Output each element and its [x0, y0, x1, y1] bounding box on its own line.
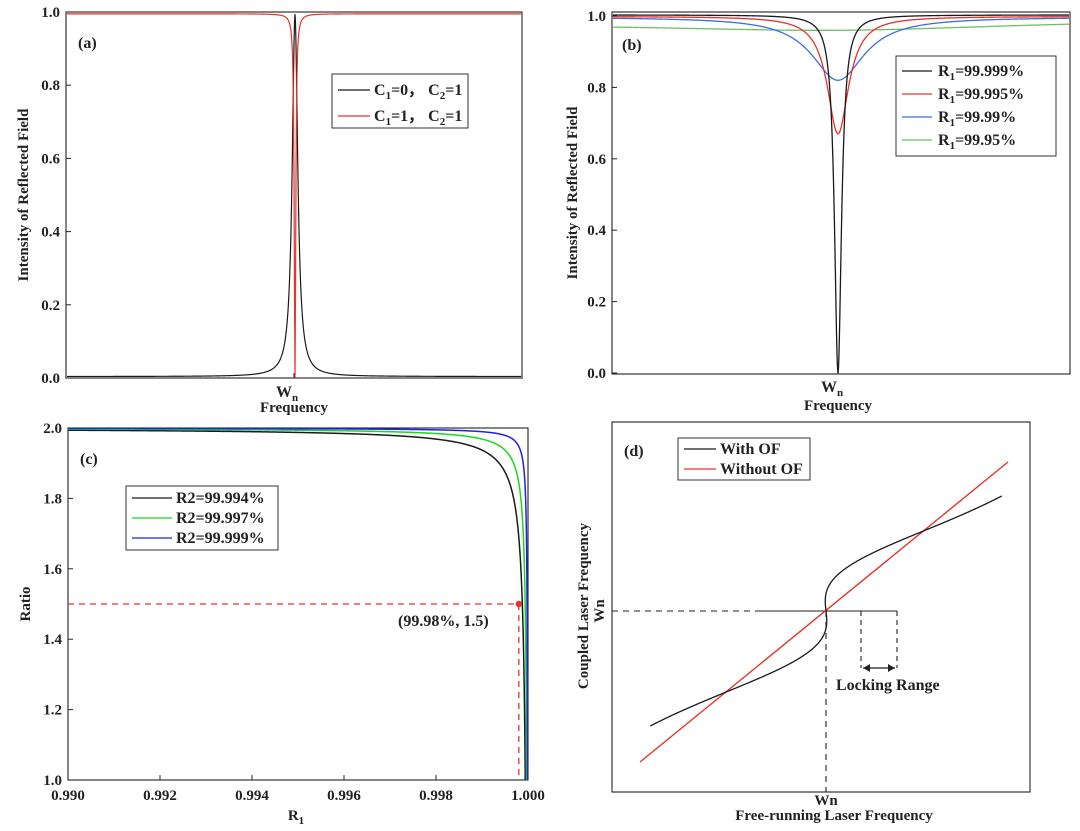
panel-b-series-2 [613, 16, 1069, 135]
panel-b-legend-box [895, 55, 1057, 157]
panel-d-curves [612, 461, 1009, 792]
panel-c-x-tick-label-4: 0.998 [419, 788, 453, 804]
panel-b-ylabel: Intensity of Reflected Field [565, 106, 581, 280]
panel-a-series-c1-0 [67, 14, 521, 378]
panel-b-legend-entry-2: R1=99.99% [938, 109, 1016, 129]
panel-b-legend-entry-0: R1=99.999% [938, 63, 1024, 83]
panel-b-y-ticks: 0.0 0.2 0.4 0.6 0.8 1.0 [587, 9, 617, 382]
panel-c-marker-label: (99.98%, 1.5) [398, 613, 489, 630]
panel-b-series-1 [612, 17, 1070, 81]
panel-d-series-without-of [639, 461, 1009, 763]
panel-a-legend: C1=0， C2=1 C1=1， C2=1 [331, 73, 469, 129]
panel-d-legend-entry-1: Without OF [720, 461, 803, 478]
panel-d-ylabel-wn: Wn [592, 599, 608, 623]
panel-d-legend: With OF Without OF [677, 437, 811, 481]
panel-c-y-tick-label-1: 1.2 [43, 703, 62, 719]
panel-c-curves [67, 427, 529, 780]
panel-c-xlabel: R1 [288, 808, 304, 827]
panel-c-ylabel: Ratio [18, 587, 34, 622]
panel-b-y-tick-label-3: 0.6 [587, 152, 606, 168]
panel-a-legend-box [331, 73, 469, 129]
panel-b-label: (b) [622, 37, 642, 54]
panel-b-series-3 [613, 14, 1069, 374]
panel-a-legend-entry-1: C1=1， C2=1 [374, 108, 462, 128]
panel-b: 0.0 0.2 0.4 0.6 0.8 1.0 Wn Frequency Intensit… [565, 9, 1071, 414]
panel-c-x-tick-label-5: 1.000 [511, 788, 545, 804]
panel-a-xlabel: Frequency [260, 400, 329, 416]
panel-a-series-c1-1 [67, 13, 521, 379]
panel-c-legend-entry-2: R2=99.999% [176, 530, 265, 547]
panel-d-legend-box [677, 437, 811, 481]
panel-c-x-tick-label-2: 0.994 [235, 788, 269, 804]
panel-c-marker-point [515, 600, 522, 608]
panel-b-y-tick-label-4: 0.8 [587, 80, 606, 96]
panel-a-y-tick-label-0: 0.0 [41, 371, 60, 387]
panel-d-frame [611, 421, 1031, 793]
panel-a-y-tick-label-3: 0.6 [41, 151, 60, 167]
panel-c-series-r2-99999 [68, 427, 529, 780]
panel-d-range-arrow-right [888, 664, 895, 672]
panel-c-ticks: 0.990 0.992 0.994 0.996 0.998 1.000 1.0 1.2 1.4 1… [43, 421, 545, 804]
panel-b-curves [612, 14, 1070, 374]
panel-d-ylabel: Coupled Laser Frequency [576, 522, 592, 689]
panel-d-range-arrow-left [863, 664, 870, 672]
panel-c-y-tick-label-0: 1.0 [43, 773, 62, 789]
panel-c-y-tick-label-5: 2.0 [43, 421, 62, 437]
panel-a-y-tick-label-4: 0.8 [41, 78, 60, 94]
panel-a-y-ticks: 0.0 0.2 0.4 0.6 0.8 1.0 [41, 5, 71, 387]
panel-c-x-tick-label-1: 0.992 [143, 788, 177, 804]
panel-a-wn-label: Wn [276, 384, 298, 404]
panel-b-y-tick-label-0: 0.0 [587, 366, 606, 382]
panel-a-ylabel: Intensity of Reflected Field [16, 108, 32, 282]
panel-c-series-r2-99994 [67, 429, 526, 780]
panel-b-y-tick-label-1: 0.2 [587, 295, 606, 311]
panel-b-xlabel: Frequency [804, 398, 873, 414]
panel-b-series-0 [612, 23, 1070, 31]
panel-c-y-tick-label-3: 1.6 [43, 562, 62, 578]
panel-c-legend: R2=99.994% R2=99.997% R2=99.999% [125, 485, 279, 551]
panel-d-locking-range-label: Locking Range [836, 677, 940, 694]
panel-c-label: (c) [80, 451, 98, 468]
panel-b-legend: R1=99.999% R1=99.995% R1=99.99% R1=99.95… [895, 55, 1057, 157]
panel-c-y-tick-label-4: 1.8 [43, 491, 62, 507]
panel-d-label: (d) [624, 443, 644, 460]
panel-b-wn-label: Wn [821, 379, 843, 399]
panel-a: 0.0 0.2 0.4 0.6 0.8 1.0 Wn Frequency Intensit… [16, 5, 523, 416]
panel-c-x-tick-label-3: 0.996 [327, 788, 361, 804]
panel-d-series-with-of [649, 495, 1003, 727]
panel-d-xlabel-wn: Wn [814, 793, 838, 809]
panel-b-y-tick-label-2: 0.4 [587, 223, 606, 239]
panel-c-legend-entry-1: R2=99.997% [176, 510, 265, 527]
panel-a-curves [67, 13, 521, 379]
panel-c-y-tick-label-2: 1.4 [43, 632, 62, 648]
panel-a-y-tick-label-1: 0.2 [41, 298, 60, 314]
panel-a-y-tick-label-5: 1.0 [41, 5, 60, 21]
panel-a-y-tick-label-2: 0.4 [41, 225, 60, 241]
panel-b-frame [611, 11, 1071, 375]
panel-d-legend-entry-0: With OF [720, 441, 781, 458]
panel-d: Coupled Laser Frequency Wn Wn Free-runni… [576, 421, 1031, 824]
panel-b-y-tick-label-5: 1.0 [587, 9, 606, 25]
panel-b-legend-entry-3: R1=99.95% [938, 132, 1016, 152]
panel-b-legend-entry-1: R1=99.995% [938, 86, 1024, 106]
panel-c-legend-entry-0: R2=99.994% [176, 490, 265, 507]
panel-d-xlabel: Free-running Laser Frequency [735, 808, 933, 824]
panel-c-x-tick-label-0: 0.990 [51, 788, 85, 804]
panel-c-series-r2-99997 [68, 428, 528, 780]
panel-c: 0.990 0.992 0.994 0.996 0.998 1.000 1.0 1.2 1.4 1… [18, 421, 545, 827]
panel-a-label: (a) [78, 35, 97, 52]
panel-a-legend-entry-0: C1=0， C2=1 [374, 82, 462, 102]
